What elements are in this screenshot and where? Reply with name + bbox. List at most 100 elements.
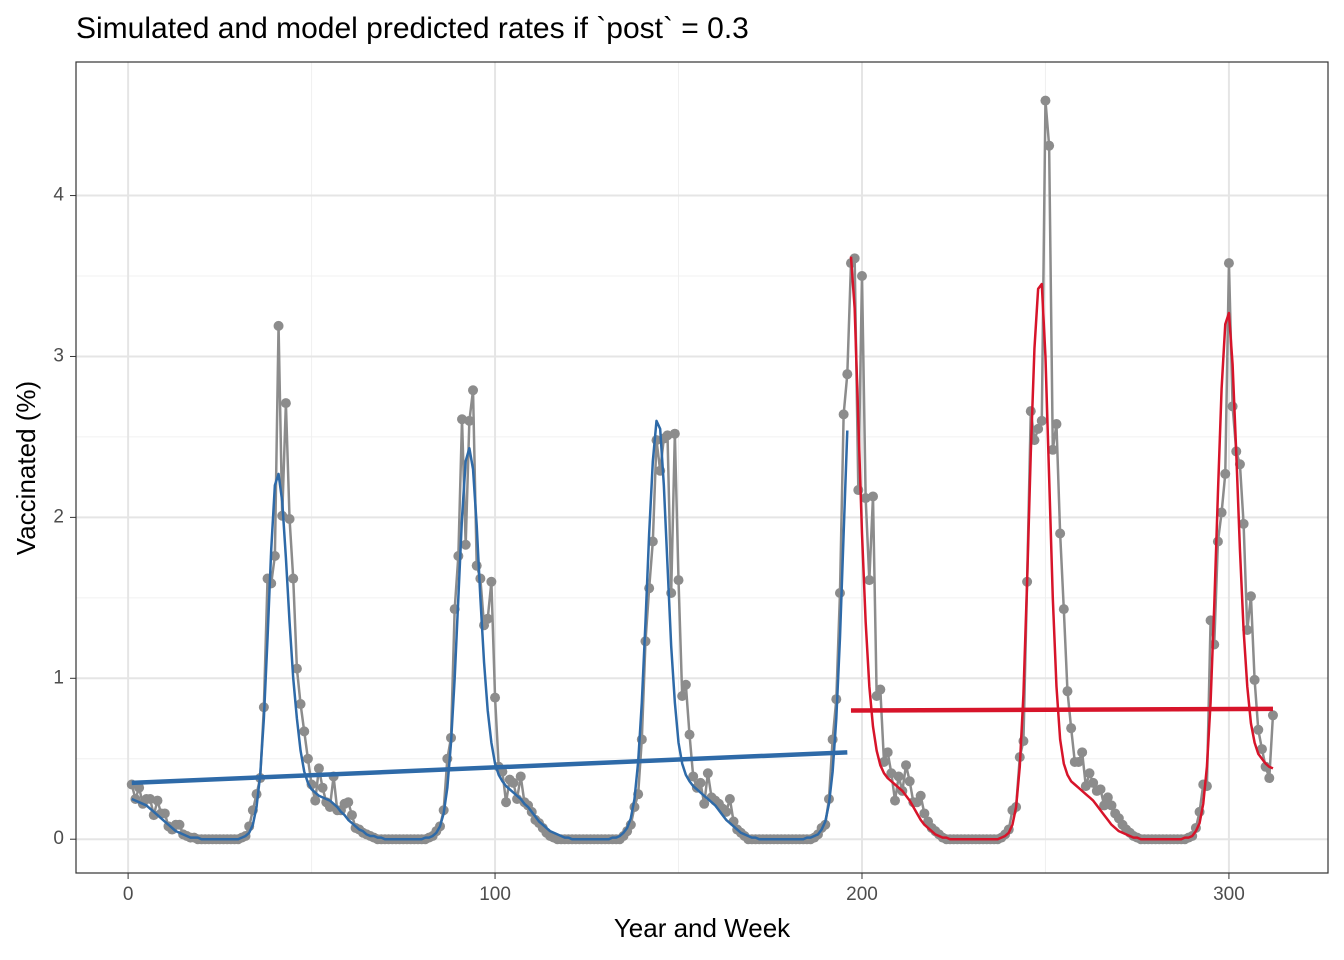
data-point [1095,784,1106,795]
data-point [1220,468,1231,479]
data-point [1267,710,1278,721]
data-point [464,415,475,426]
data-point [471,560,482,571]
data-point [266,578,277,589]
data-point [1044,140,1055,151]
data-point [299,726,310,737]
data-point [1102,792,1113,803]
data-point [313,763,324,774]
data-point [295,699,306,710]
data-point [684,729,695,740]
data-point [1062,686,1073,697]
data-point [152,795,163,806]
data-point [647,536,658,547]
data-point [673,575,684,586]
data-point [1209,639,1220,650]
data-point [1055,528,1066,539]
data-point [702,768,713,779]
data-point [680,679,691,690]
data-point [486,576,497,587]
x-tick-label: 100 [479,884,511,905]
data-point [688,771,699,782]
data-point [1238,518,1249,529]
data-point [482,613,493,624]
x-tick-label: 300 [1213,884,1245,905]
data-point [1051,419,1062,430]
data-point [490,692,501,703]
data-point [1077,747,1088,758]
data-point [273,320,284,331]
y-tick-label: 2 [53,506,64,527]
data-point [677,690,688,701]
data-point [1212,536,1223,547]
data-point [915,790,926,801]
data-point [879,756,890,767]
data-point [468,385,479,396]
chart-title: Simulated and model predicted rates if `… [76,12,749,45]
plot-border [75,61,1329,874]
data-point [1216,507,1227,518]
data-point [159,808,170,819]
data-point [1264,773,1275,784]
data-point [453,551,464,562]
data-point [508,777,519,788]
data-point [1066,723,1077,734]
data-point [1227,401,1238,412]
data-point [302,753,313,764]
data-point [890,795,901,806]
data-point [1099,800,1110,811]
data-point [1036,415,1047,426]
data-point [343,797,354,808]
data-point [317,782,328,793]
series-line [131,419,849,841]
data-point [460,539,471,550]
data-point [1088,777,1099,788]
data-point [1073,756,1084,767]
data-point [1106,800,1117,811]
data-point [1047,444,1058,455]
data-point [269,551,280,562]
data-point [1084,768,1095,779]
y-tick-label: 4 [53,185,64,206]
data-point [875,684,886,695]
data-point [1025,406,1036,417]
data-point [904,776,915,787]
data-point [724,793,735,804]
data-point [864,575,875,586]
data-point [501,797,512,808]
data-point [893,771,904,782]
data-point [1223,258,1234,269]
series-line [849,256,1274,841]
y-axis-label: Vaccinated (%) [11,381,41,555]
data-point [699,798,710,809]
data-point [882,747,893,758]
data-point [310,795,321,806]
y-tick-label: 1 [53,667,64,688]
data-point [901,760,912,771]
data-point [1245,591,1256,602]
data-point [346,810,357,821]
x-tick-label: 200 [846,884,878,905]
data-point [291,663,302,674]
data-point [867,491,878,502]
data-point [842,369,853,380]
data-point [1249,674,1260,685]
data-point [134,782,145,793]
data-point [174,819,185,830]
data-point [669,428,680,439]
data-point [1256,744,1267,755]
data-point [280,398,291,409]
data-point [856,271,867,282]
data-point [838,409,849,420]
data-point [919,808,930,819]
data-point [1253,724,1264,735]
x-axis-label: Year and Week [614,913,791,943]
series-line [131,750,848,786]
data-point [1040,95,1051,106]
data-point [695,777,706,788]
data-point [1058,604,1069,615]
data-point [1033,423,1044,434]
data-point [515,771,526,782]
data-point [288,573,299,584]
